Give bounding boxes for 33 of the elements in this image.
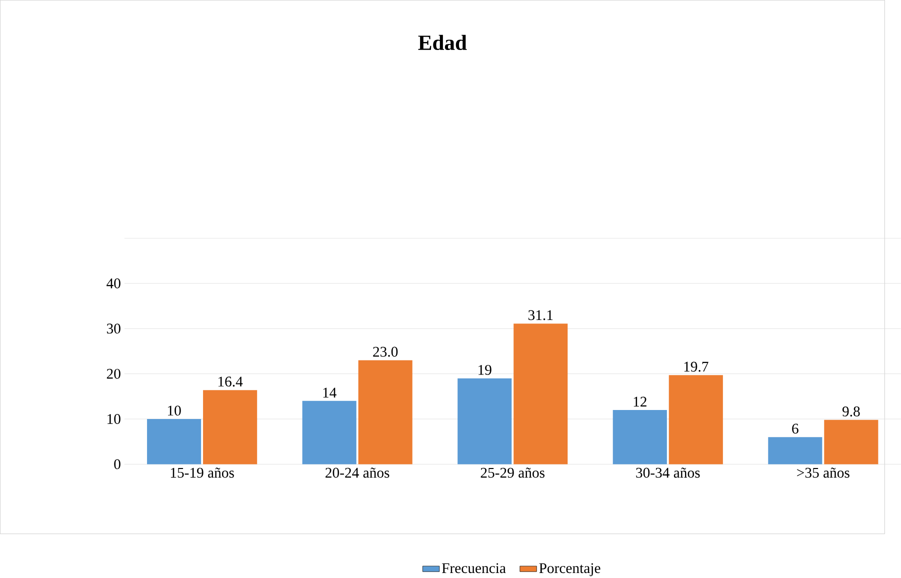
x-tick-label: 30-34 años [636,468,700,478]
bar [358,360,412,464]
bar [668,374,723,464]
legend-label: Frecuencia [442,563,506,573]
y-tick-label: 10 [108,414,120,424]
text: 9.8 [842,406,860,416]
text: 23.0 [373,346,398,357]
text: 16.4 [218,376,243,386]
x-tick-label: 25-29 años [480,468,544,478]
bar [768,436,822,464]
text: 19 [478,364,492,375]
y-tick-label: 0 [114,459,120,469]
bar [147,418,202,464]
y-tick-label: 40 [106,278,120,288]
text: 19.7 [684,362,708,372]
bar [203,390,258,464]
bar [458,378,512,464]
bar [302,400,356,464]
bar [612,410,667,464]
y-tick-label: 20 [106,368,120,379]
legend-label: Porcentaje [539,563,600,576]
x-tick-label: >35 años [797,468,850,478]
bar [514,323,568,464]
text: 12 [634,396,646,406]
y-tick-label: 30 [106,323,120,334]
text: 31.1 [528,310,553,320]
x-tick-label: 15-19 años [170,468,234,478]
x-tick-label: 20-24 años [326,468,390,478]
text: 6 [792,424,798,434]
bar [824,420,878,464]
chart-title: Edad [418,34,467,50]
text: 14 [323,388,336,398]
text: 10 [168,405,181,416]
